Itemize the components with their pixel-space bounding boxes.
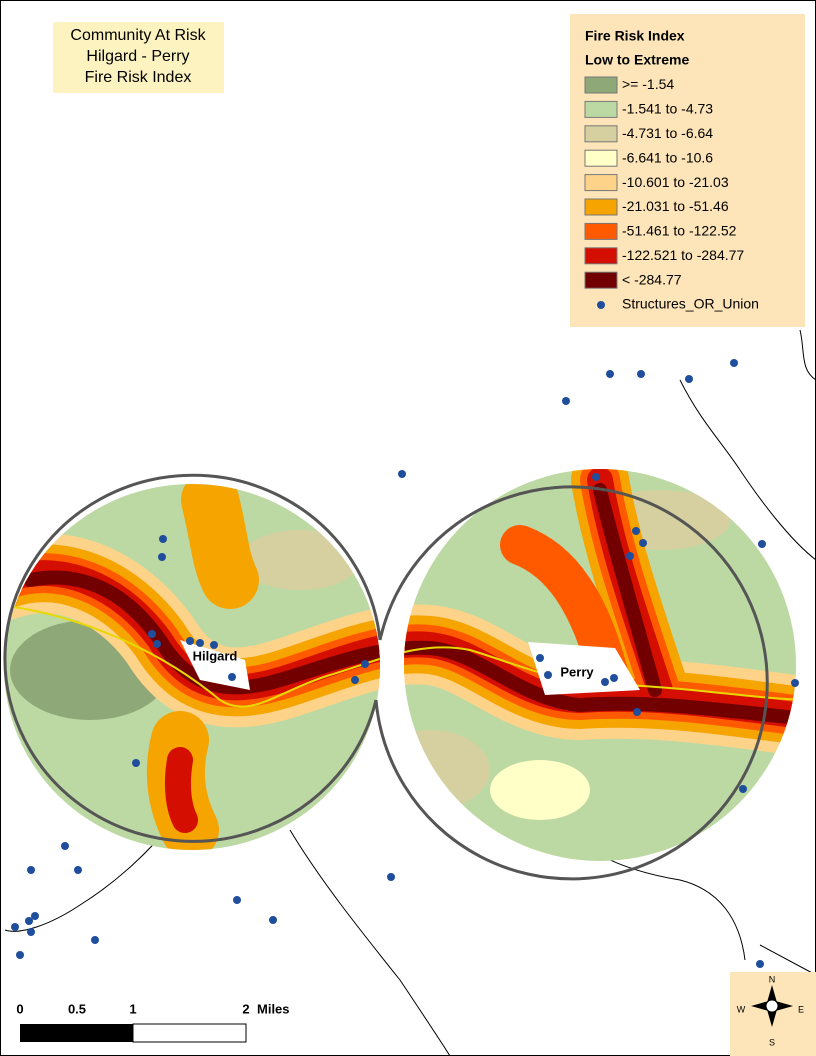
legend-swatch <box>584 76 618 94</box>
place-label: Hilgard <box>193 648 238 663</box>
legend-label: -122.521 to -284.77 <box>622 247 744 263</box>
legend-swatch <box>584 247 618 265</box>
legend-swatch <box>584 222 618 240</box>
scale-unit: Miles <box>257 1001 290 1016</box>
legend-swatch <box>584 149 618 167</box>
legend-swatch <box>584 100 618 118</box>
title-line: Fire Risk Index <box>85 69 192 86</box>
risk-surface <box>4 469 796 861</box>
legend-swatch <box>584 271 618 289</box>
legend-label: -10.601 to -21.03 <box>622 174 729 190</box>
compass-letter: W <box>737 1004 746 1014</box>
legend-subtitle: Low to Extreme <box>585 52 689 68</box>
scale-label: 0.5 <box>68 1001 86 1016</box>
scale-label: 0 <box>16 1001 23 1016</box>
structures <box>11 359 816 1034</box>
scale-bar <box>20 1023 247 1043</box>
legend-label: -4.731 to -6.64 <box>622 125 713 141</box>
compass-letter: S <box>769 1037 775 1047</box>
zone-outline <box>3 473 769 881</box>
title: Community At Risk Hilgard - Perry Fire Ris… <box>70 27 206 86</box>
legend-point <box>597 301 605 309</box>
legend-label: -51.461 to -122.52 <box>622 223 737 239</box>
legend-swatch <box>584 198 618 216</box>
legend-label: >= -1.54 <box>622 76 674 92</box>
legend-label: Structures_OR_Union <box>622 296 759 312</box>
legend-swatch <box>584 125 618 143</box>
title-line: Hilgard - Perry <box>86 48 189 65</box>
scale-label: 2 <box>242 1001 249 1016</box>
legend-label: < -284.77 <box>622 271 682 287</box>
title-box <box>53 22 224 93</box>
scale-label: 1 <box>129 1001 136 1016</box>
legend-label: -21.031 to -51.46 <box>622 198 729 214</box>
compass-letters: N S E W <box>737 974 804 1047</box>
place-label: Perry <box>560 664 594 679</box>
legend-label: -1.541 to -4.73 <box>622 101 713 117</box>
compass-letter: E <box>798 1004 804 1014</box>
legend-swatch <box>584 174 618 192</box>
legend-title: Fire Risk Index <box>585 28 685 44</box>
scale-labels: 0 0.5 1 2 Miles <box>16 1001 289 1016</box>
title-line: Community At Risk <box>70 27 206 44</box>
compass-rose <box>751 985 793 1027</box>
legend-label: -6.641 to -10.6 <box>622 149 713 165</box>
legend-items: >= -1.54 -1.541 to -4.73 -4.731 to -6.64 -6… <box>584 76 759 312</box>
compass-letter: N <box>769 974 776 984</box>
